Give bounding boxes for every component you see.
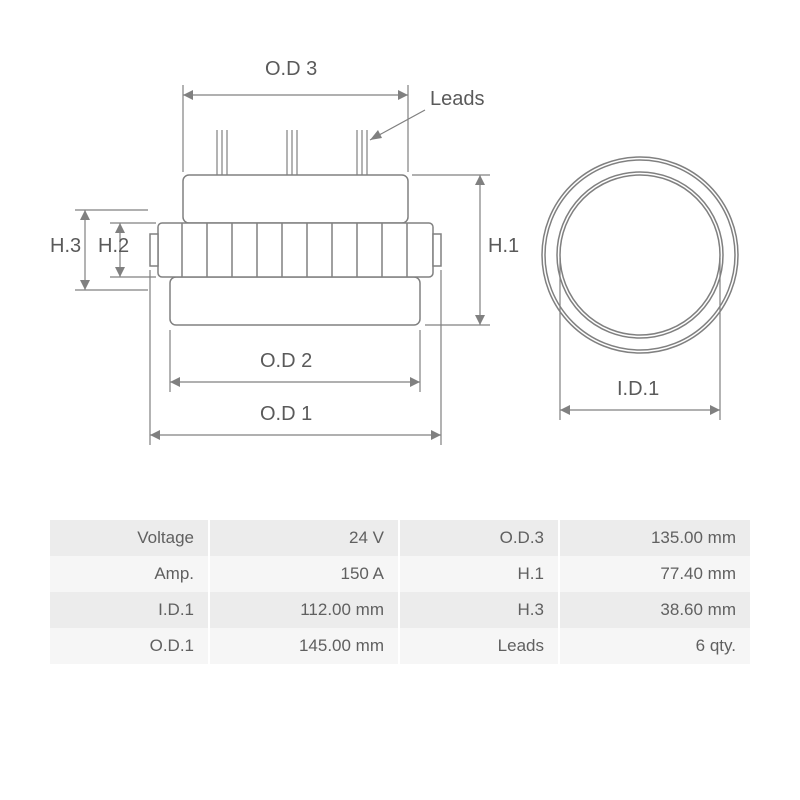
spec-label: H.3 (400, 592, 560, 628)
label-od3: O.D 3 (265, 58, 317, 81)
spec-label: Amp. (50, 556, 210, 592)
spec-value: 24 V (210, 520, 400, 556)
label-od1: O.D 1 (260, 403, 312, 426)
specifications-table: Voltage24 VO.D.3135.00 mmAmp.150 AH.177.… (50, 520, 750, 664)
label-h3: H.3 (50, 235, 81, 258)
spec-value: 112.00 mm (210, 592, 400, 628)
table-row: O.D.1145.00 mmLeads6 qty. (50, 628, 750, 664)
spec-label: Leads (400, 628, 560, 664)
label-h2: H.2 (98, 235, 129, 258)
table-row: Voltage24 VO.D.3135.00 mm (50, 520, 750, 556)
label-od2: O.D 2 (260, 350, 312, 373)
spec-label: O.D.3 (400, 520, 560, 556)
diagram-svg (50, 40, 750, 500)
spec-value: 150 A (210, 556, 400, 592)
table-row: I.D.1112.00 mmH.338.60 mm (50, 592, 750, 628)
spec-value: 38.60 mm (560, 592, 750, 628)
label-h1: H.1 (488, 235, 519, 258)
label-id1: I.D.1 (617, 378, 659, 401)
spec-value: 145.00 mm (210, 628, 400, 664)
spec-label: Voltage (50, 520, 210, 556)
spec-label: O.D.1 (50, 628, 210, 664)
spec-value: 6 qty. (560, 628, 750, 664)
spec-label: H.1 (400, 556, 560, 592)
spec-value: 135.00 mm (560, 520, 750, 556)
label-leads: Leads (430, 88, 485, 111)
table-row: Amp.150 AH.177.40 mm (50, 556, 750, 592)
spec-value: 77.40 mm (560, 556, 750, 592)
technical-diagram: O.D 3 Leads H.1 H.3 H.2 O.D 2 O.D 1 I.D.… (50, 40, 750, 500)
spec-label: I.D.1 (50, 592, 210, 628)
